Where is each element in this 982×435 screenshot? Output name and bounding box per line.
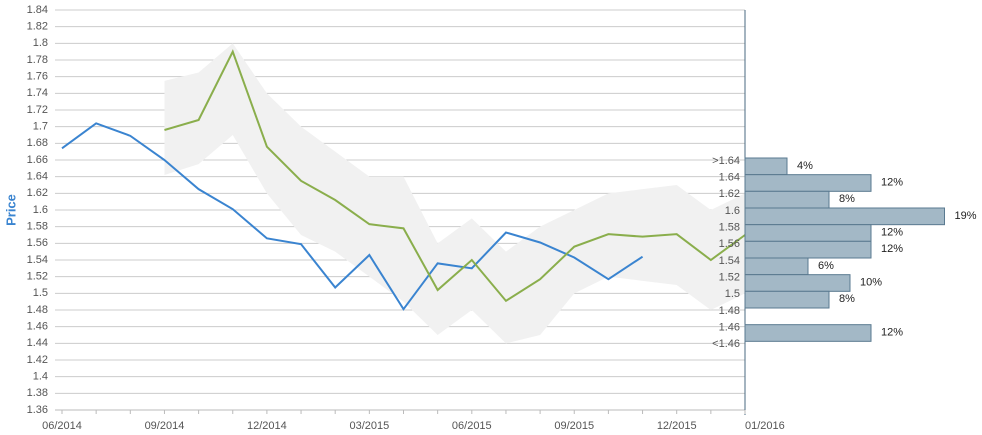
value-label: 19% bbox=[955, 210, 977, 222]
hist-bar bbox=[744, 174, 872, 192]
y-tick-label: 1.72 bbox=[27, 104, 48, 116]
y-tick-label: 1.74 bbox=[27, 87, 48, 99]
y-tick-label: 1.56 bbox=[27, 237, 48, 249]
value-label: 4% bbox=[797, 160, 813, 172]
value-label: 12% bbox=[881, 177, 903, 189]
hist-bar bbox=[744, 324, 872, 342]
line-series bbox=[164, 49, 746, 303]
value-label: 12% bbox=[881, 227, 903, 239]
bin-label: 1.5 bbox=[725, 288, 740, 300]
y-tick-label: 1.4 bbox=[33, 371, 48, 383]
y-tick-label: 1.76 bbox=[27, 71, 48, 83]
range-band bbox=[164, 43, 745, 344]
y-tick-label: 1.64 bbox=[27, 171, 48, 183]
bin-label: 1.56 bbox=[719, 238, 740, 250]
bin-label: 1.62 bbox=[719, 188, 740, 200]
y-tick-label: 1.8 bbox=[33, 37, 48, 49]
x-tick-label: 09/2015 bbox=[554, 420, 594, 432]
hist-bar bbox=[744, 274, 851, 292]
y-tick-label: 1.52 bbox=[27, 271, 48, 283]
y-tick-label: 1.58 bbox=[27, 221, 48, 233]
y-tick-label: 1.5 bbox=[33, 287, 48, 299]
y-tick-label: 1.82 bbox=[27, 21, 48, 33]
bin-label: 1.48 bbox=[719, 305, 740, 317]
y-tick-label: 1.44 bbox=[27, 337, 48, 349]
hist-bar bbox=[744, 240, 872, 259]
y-tick-label: 1.84 bbox=[27, 4, 48, 16]
x-tick-label: 09/2014 bbox=[145, 420, 185, 432]
hist-bar bbox=[744, 290, 830, 309]
y-axis-label: Price bbox=[3, 194, 18, 226]
x-tick-label: 12/2015 bbox=[657, 420, 697, 432]
line-series bbox=[61, 122, 644, 311]
y-tick-label: 1.6 bbox=[33, 204, 48, 216]
bin-label: <1.46 bbox=[712, 338, 740, 350]
y-tick-label: 1.66 bbox=[27, 154, 48, 166]
x-tick-label: 06/2014 bbox=[42, 420, 82, 432]
x-tick-label: 03/2015 bbox=[349, 420, 389, 432]
bin-label: 1.52 bbox=[719, 272, 740, 284]
x-tick-label: 01/2016 bbox=[745, 420, 785, 432]
bin-label: 1.46 bbox=[719, 322, 740, 334]
bin-label: 1.6 bbox=[725, 205, 740, 217]
hist-bar bbox=[744, 257, 809, 276]
hist-bar bbox=[744, 157, 788, 176]
y-tick-label: 1.68 bbox=[27, 137, 48, 149]
hist-bar bbox=[744, 207, 945, 226]
y-tick-label: 1.62 bbox=[27, 187, 48, 199]
value-label: 10% bbox=[860, 277, 882, 289]
y-tick-label: 1.7 bbox=[33, 121, 48, 133]
y-tick-label: 1.42 bbox=[27, 354, 48, 366]
value-label: 6% bbox=[818, 260, 834, 272]
value-label: 8% bbox=[839, 293, 855, 305]
value-label: 8% bbox=[839, 193, 855, 205]
value-label: 12% bbox=[881, 327, 903, 339]
y-tick-label: 1.46 bbox=[27, 321, 48, 333]
y-tick-label: 1.36 bbox=[27, 404, 48, 416]
x-tick-label: 06/2015 bbox=[452, 420, 492, 432]
hist-bar bbox=[744, 190, 830, 209]
bin-label: >1.64 bbox=[712, 155, 740, 167]
x-tick-label: 12/2014 bbox=[247, 420, 287, 432]
y-tick-label: 1.38 bbox=[27, 387, 48, 399]
bin-label: 1.58 bbox=[719, 222, 740, 234]
value-label: 12% bbox=[881, 243, 903, 255]
y-tick-label: 1.54 bbox=[27, 254, 48, 266]
y-tick-label: 1.48 bbox=[27, 304, 48, 316]
bin-label: 1.54 bbox=[719, 255, 740, 267]
y-tick-label: 1.78 bbox=[27, 54, 48, 66]
bin-label: 1.64 bbox=[719, 172, 740, 184]
hist-bar bbox=[744, 224, 872, 242]
